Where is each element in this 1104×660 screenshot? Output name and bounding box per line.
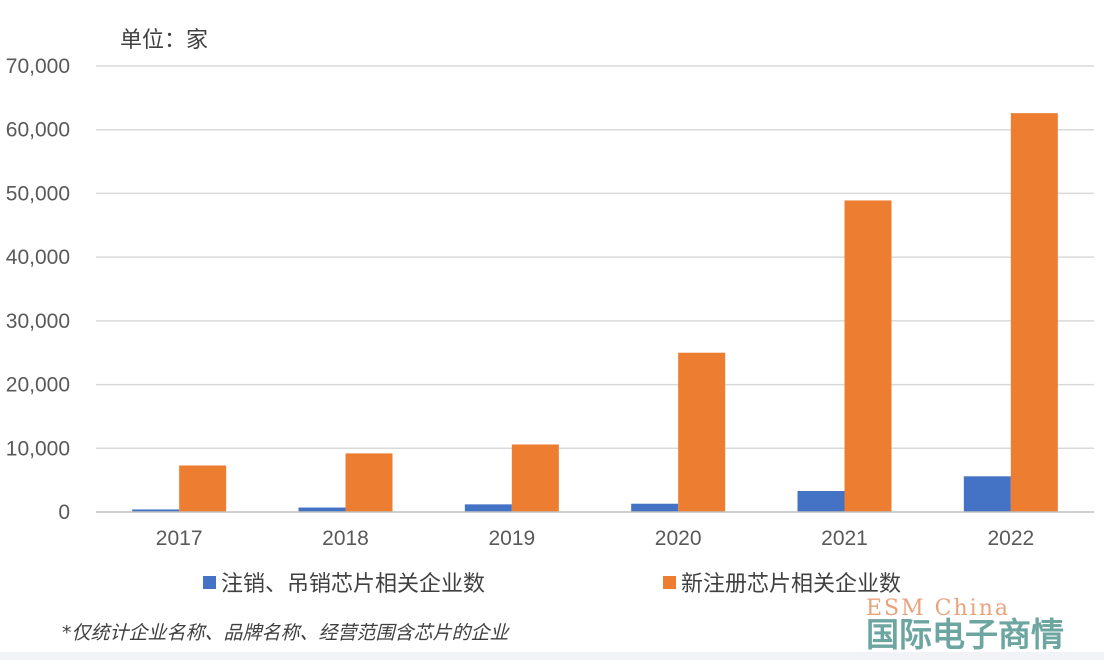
y-tick-label: 30,000 <box>6 310 70 333</box>
y-tick-label: 50,000 <box>6 182 70 205</box>
x-tick-label: 2021 <box>821 527 868 550</box>
bar-cancelled-2020 <box>631 503 679 512</box>
y-tick-label: 0 <box>58 501 70 524</box>
watermark-english: ESM China <box>866 596 1010 621</box>
legend-swatch-cancelled <box>203 576 216 589</box>
bar-new-2020 <box>678 352 726 512</box>
bar-new-2017 <box>179 465 227 512</box>
y-tick-label: 60,000 <box>6 119 70 142</box>
y-tick-label: 70,000 <box>6 55 70 78</box>
unit-label: 单位：家 <box>120 28 208 53</box>
bar-cancelled-2022 <box>963 476 1011 512</box>
legend: 注销、吊销芯片相关企业数 新注册芯片相关企业数 <box>203 572 901 597</box>
bar-cancelled-2018 <box>298 507 346 512</box>
bars <box>132 113 1058 513</box>
legend-label-cancelled: 注销、吊销芯片相关企业数 <box>221 572 485 597</box>
footnote: *仅统计企业名称、品牌名称、经营范围含芯片的企业 <box>62 622 511 644</box>
watermark-chinese: 国际电子商情 <box>866 615 1064 654</box>
x-tick-label: 2022 <box>987 527 1034 550</box>
legend-label-new: 新注册芯片相关企业数 <box>681 572 901 597</box>
x-tick-label: 2017 <box>156 527 203 550</box>
bar-cancelled-2019 <box>464 504 512 512</box>
y-axis-ticks: 0 10,000 20,000 30,000 40,000 50,000 60,000 70,… <box>6 55 70 524</box>
x-tick-label: 2019 <box>488 527 535 550</box>
x-axis-ticks: 2017 2018 2019 2020 2021 2022 <box>156 527 1034 550</box>
bottom-strip <box>0 652 1104 660</box>
y-tick-label: 20,000 <box>6 374 70 397</box>
bar-new-2021 <box>844 200 892 513</box>
x-tick-label: 2018 <box>322 527 369 550</box>
bar-new-2018 <box>345 453 393 512</box>
gridlines <box>96 65 1094 450</box>
y-tick-label: 10,000 <box>6 437 70 460</box>
watermark: ESM China 国际电子商情 <box>866 596 1064 654</box>
bar-cancelled-2017 <box>132 509 180 512</box>
legend-swatch-new <box>663 576 676 589</box>
bar-new-2022 <box>1010 113 1058 513</box>
y-tick-label: 40,000 <box>6 246 70 269</box>
x-tick-label: 2020 <box>655 527 702 550</box>
bar-new-2019 <box>511 444 559 512</box>
bar-cancelled-2021 <box>797 490 845 512</box>
